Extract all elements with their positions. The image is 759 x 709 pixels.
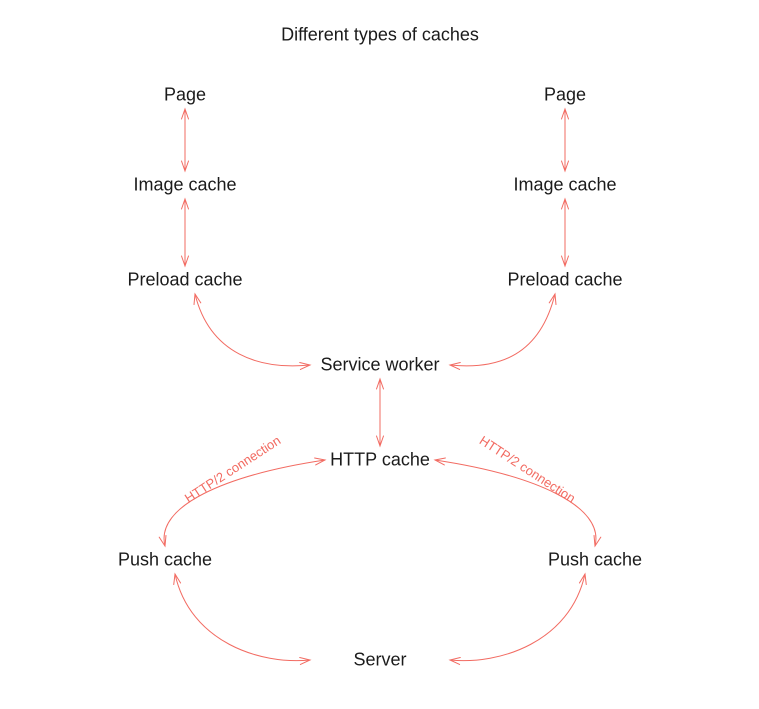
node-service-worker: Service worker xyxy=(320,355,439,376)
node-preload-cache-left: Preload cache xyxy=(127,270,242,291)
node-page-left: Page xyxy=(164,85,206,106)
edge-label-right: HTTP/2 connection xyxy=(477,433,578,506)
diagram-title: Different types of caches xyxy=(281,25,479,46)
node-server: Server xyxy=(353,650,406,671)
node-push-cache-left: Push cache xyxy=(118,550,212,571)
node-http-cache: HTTP cache xyxy=(330,450,430,471)
node-preload-cache-right: Preload cache xyxy=(507,270,622,291)
edge-label-left: HTTP/2 connection xyxy=(182,433,283,506)
node-image-cache-right: Image cache xyxy=(513,175,616,196)
diagram-canvas: Different types of caches Page Page Imag… xyxy=(0,0,759,709)
node-image-cache-left: Image cache xyxy=(133,175,236,196)
node-page-right: Page xyxy=(544,85,586,106)
node-push-cache-right: Push cache xyxy=(548,550,642,571)
